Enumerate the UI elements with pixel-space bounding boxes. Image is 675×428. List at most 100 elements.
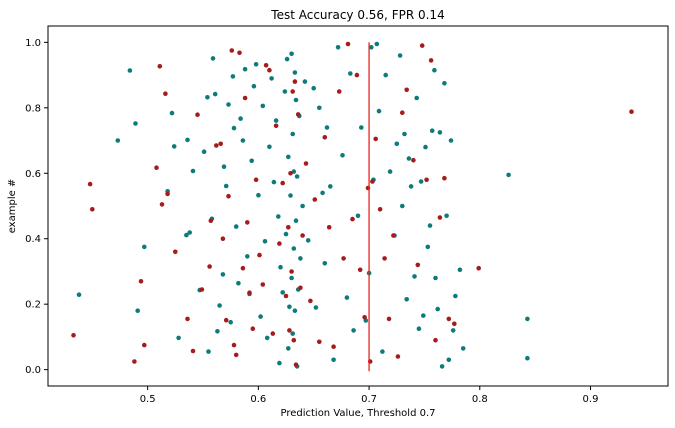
data-point bbox=[359, 125, 364, 130]
data-point bbox=[629, 109, 634, 114]
data-point bbox=[214, 143, 219, 148]
data-point bbox=[250, 326, 256, 332]
data-point bbox=[282, 89, 288, 94]
x-tick-label: 0.6 bbox=[250, 394, 266, 405]
data-point bbox=[210, 56, 216, 61]
data-point bbox=[127, 68, 133, 73]
data-point bbox=[317, 339, 322, 345]
data-point bbox=[317, 105, 322, 111]
data-point bbox=[400, 110, 405, 115]
data-point bbox=[231, 342, 237, 348]
data-point bbox=[207, 264, 212, 269]
data-point bbox=[320, 190, 325, 196]
data-point bbox=[382, 256, 387, 261]
data-point bbox=[322, 135, 328, 140]
data-point bbox=[423, 144, 428, 150]
data-point bbox=[300, 203, 305, 209]
data-point bbox=[402, 131, 407, 137]
data-point bbox=[273, 123, 279, 129]
data-point bbox=[418, 179, 424, 184]
data-point bbox=[237, 50, 242, 56]
data-point bbox=[450, 328, 456, 333]
data-point bbox=[446, 316, 452, 322]
data-point bbox=[344, 295, 350, 300]
data-point bbox=[286, 225, 291, 230]
y-tick-label: 0.4 bbox=[25, 234, 41, 245]
x-tick-label: 0.7 bbox=[361, 394, 377, 405]
data-point bbox=[395, 354, 401, 359]
data-point bbox=[444, 213, 449, 219]
data-point bbox=[290, 131, 296, 137]
data-point bbox=[386, 316, 392, 322]
data-point bbox=[357, 267, 363, 273]
data-point bbox=[425, 244, 431, 250]
data-point bbox=[404, 87, 410, 93]
data-point bbox=[437, 215, 443, 220]
data-point bbox=[242, 66, 248, 72]
data-point bbox=[287, 304, 292, 310]
data-point bbox=[260, 282, 266, 287]
plot-frame bbox=[47, 25, 669, 387]
data-point bbox=[406, 156, 412, 161]
data-point bbox=[292, 79, 298, 84]
data-point bbox=[291, 337, 297, 343]
data-point bbox=[433, 275, 438, 281]
data-point bbox=[437, 130, 443, 135]
data-point bbox=[340, 153, 345, 158]
data-point bbox=[215, 329, 220, 334]
data-point bbox=[387, 169, 393, 174]
data-point bbox=[355, 213, 361, 219]
data-point bbox=[328, 184, 333, 189]
data-point bbox=[290, 331, 296, 336]
data-point bbox=[433, 337, 438, 343]
data-point bbox=[228, 319, 233, 325]
data-point bbox=[289, 269, 294, 274]
data-point bbox=[245, 220, 250, 225]
data-point bbox=[442, 81, 447, 86]
data-point bbox=[305, 238, 311, 243]
x-tick-label: 0.5 bbox=[140, 394, 156, 405]
y-axis-ticks: 0.0 0.2 0.4 0.6 0.8 1.0 bbox=[25, 38, 48, 376]
data-point bbox=[404, 297, 410, 302]
data-point bbox=[135, 308, 140, 314]
x-axis-ticks: 0.5 0.6 0.7 0.8 0.9 bbox=[140, 386, 598, 405]
data-point bbox=[242, 95, 248, 101]
chart-title: Test Accuracy 0.56, FPR 0.14 bbox=[270, 8, 444, 22]
data-point bbox=[253, 62, 259, 67]
data-point bbox=[452, 321, 457, 327]
data-point bbox=[185, 137, 190, 143]
data-point bbox=[397, 53, 403, 58]
data-point bbox=[331, 344, 336, 350]
data-point bbox=[154, 165, 159, 170]
data-point bbox=[312, 197, 318, 202]
data-point bbox=[427, 223, 433, 228]
data-point bbox=[205, 95, 210, 100]
data-point bbox=[271, 179, 277, 185]
data-point bbox=[220, 236, 226, 241]
data-point bbox=[476, 265, 482, 271]
data-point bbox=[383, 72, 389, 78]
data-point bbox=[370, 179, 375, 184]
data-point bbox=[331, 357, 336, 363]
data-point bbox=[412, 274, 417, 279]
data-point bbox=[217, 303, 222, 308]
data-point bbox=[298, 256, 303, 261]
data-point bbox=[322, 261, 328, 266]
data-point bbox=[435, 306, 441, 312]
data-point bbox=[380, 349, 385, 354]
data-point bbox=[142, 244, 147, 250]
data-point bbox=[351, 328, 356, 333]
data-point bbox=[429, 128, 435, 133]
data-point bbox=[223, 317, 229, 323]
data-point bbox=[221, 164, 227, 169]
data-point bbox=[324, 125, 330, 130]
data-point bbox=[400, 203, 405, 209]
data-point bbox=[391, 233, 396, 238]
data-point bbox=[187, 230, 192, 235]
data-point bbox=[163, 91, 168, 96]
data-point bbox=[341, 256, 346, 261]
data-point bbox=[348, 71, 353, 76]
data-point bbox=[159, 202, 165, 207]
data-point bbox=[270, 331, 276, 336]
